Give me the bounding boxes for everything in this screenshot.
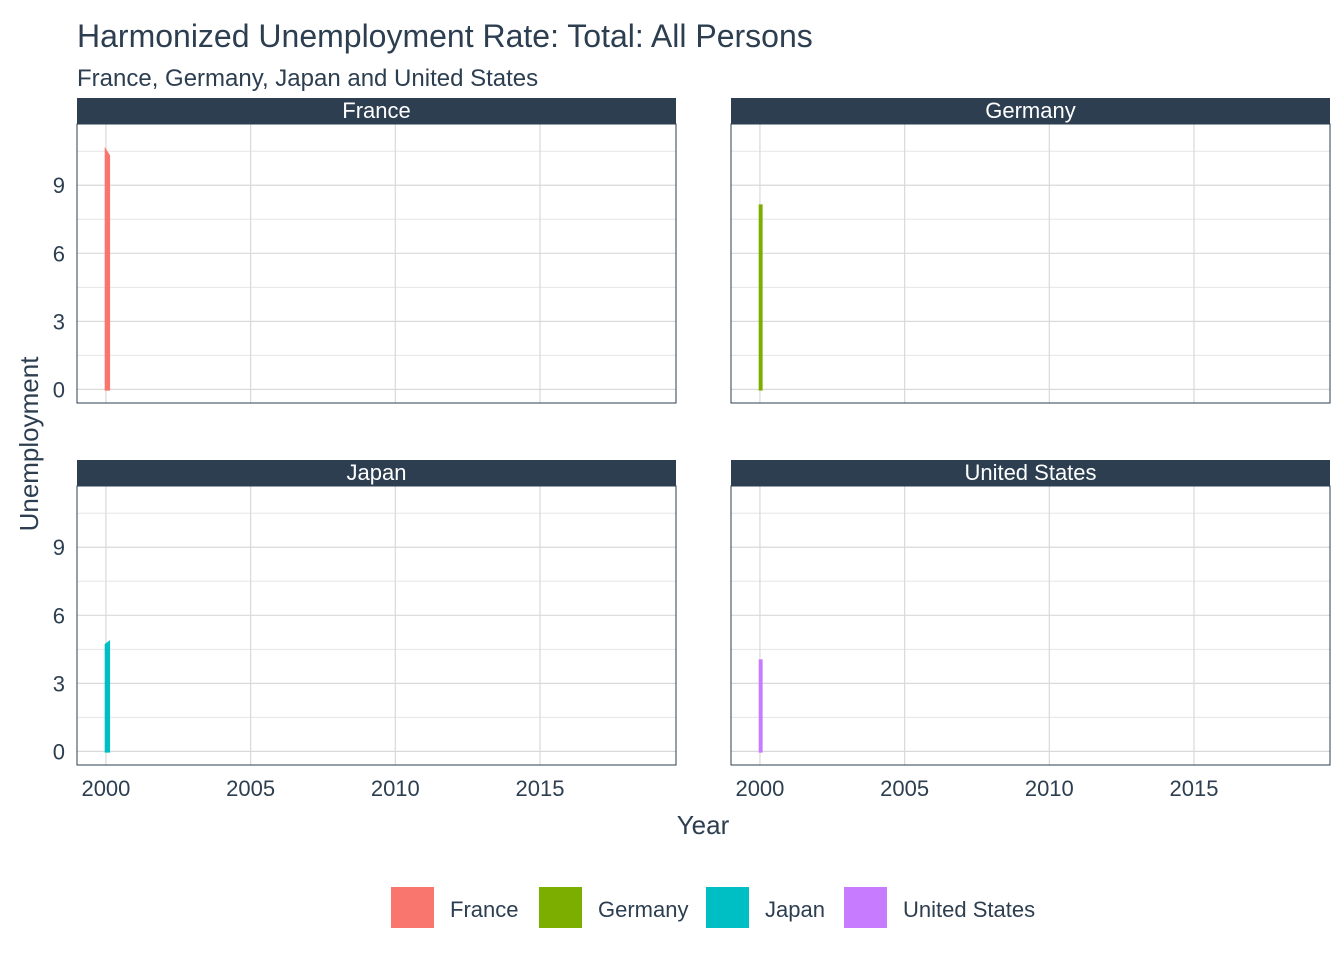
facet-strip (77, 460, 676, 486)
panel-border (730, 123, 1331, 404)
x-tick-label: 2010 (1025, 776, 1074, 801)
legend: France Germany Japan United States (391, 887, 1035, 928)
legend-item: Japan (706, 887, 825, 928)
area-series-united-states (758, 659, 763, 753)
legend-item: United States (844, 887, 1035, 928)
legend-swatch (391, 887, 434, 928)
y-tick-label: 9 (53, 173, 65, 198)
facet-strip (77, 98, 676, 124)
area-series-france (104, 146, 111, 391)
area-series-germany (758, 204, 763, 391)
facet-strip-label: France (342, 98, 410, 123)
panel-border (730, 485, 1331, 766)
x-tick-label: 2000 (735, 776, 784, 801)
legend-label: Japan (765, 897, 825, 922)
x-tick-label: 2000 (81, 776, 130, 801)
y-tick-label: 6 (53, 241, 65, 266)
facet-strip-label: Germany (985, 98, 1075, 123)
panel-border (76, 123, 677, 404)
chart-subtitle: France, Germany, Japan and United States (77, 65, 538, 92)
legend-label: France (450, 897, 518, 922)
facet-strip-label: Japan (347, 460, 407, 485)
y-tick-label: 3 (53, 671, 65, 696)
x-tick-label: 2010 (371, 776, 420, 801)
legend-label: Germany (598, 897, 688, 922)
x-tick-label: 2005 (226, 776, 275, 801)
facet-panel-france: France 0 3 6 9 (53, 98, 677, 404)
facet-panel-germany: Germany (730, 98, 1331, 404)
x-tick-label: 2015 (1170, 776, 1219, 801)
chart-title: Harmonized Unemployment Rate: Total: All… (77, 18, 813, 54)
legend-swatch (844, 887, 887, 928)
x-tick-label: 2015 (516, 776, 565, 801)
x-axis-label: Year (677, 810, 730, 840)
facet-strip (731, 460, 1330, 486)
y-tick-label: 0 (53, 739, 65, 764)
y-tick-label: 3 (53, 309, 65, 334)
facet-panel-japan: Japan 0 3 6 9 2000 2005 2010 2015 (53, 460, 677, 801)
legend-swatch (706, 887, 749, 928)
legend-item: Germany (539, 887, 688, 928)
y-tick-label: 6 (53, 603, 65, 628)
legend-item: France (391, 887, 518, 928)
x-tick-label: 2005 (880, 776, 929, 801)
legend-label: United States (903, 897, 1035, 922)
y-tick-label: 9 (53, 535, 65, 560)
legend-swatch (539, 887, 582, 928)
panel-border (76, 485, 677, 766)
facet-strip-label: United States (964, 460, 1096, 485)
facet-panel-united-states: United States 2000 2005 2010 2015 (730, 460, 1331, 801)
y-tick-label: 0 (53, 377, 65, 402)
y-axis-label: Unemployment (14, 356, 44, 532)
facet-strip (731, 98, 1330, 124)
area-series-japan (104, 639, 111, 753)
